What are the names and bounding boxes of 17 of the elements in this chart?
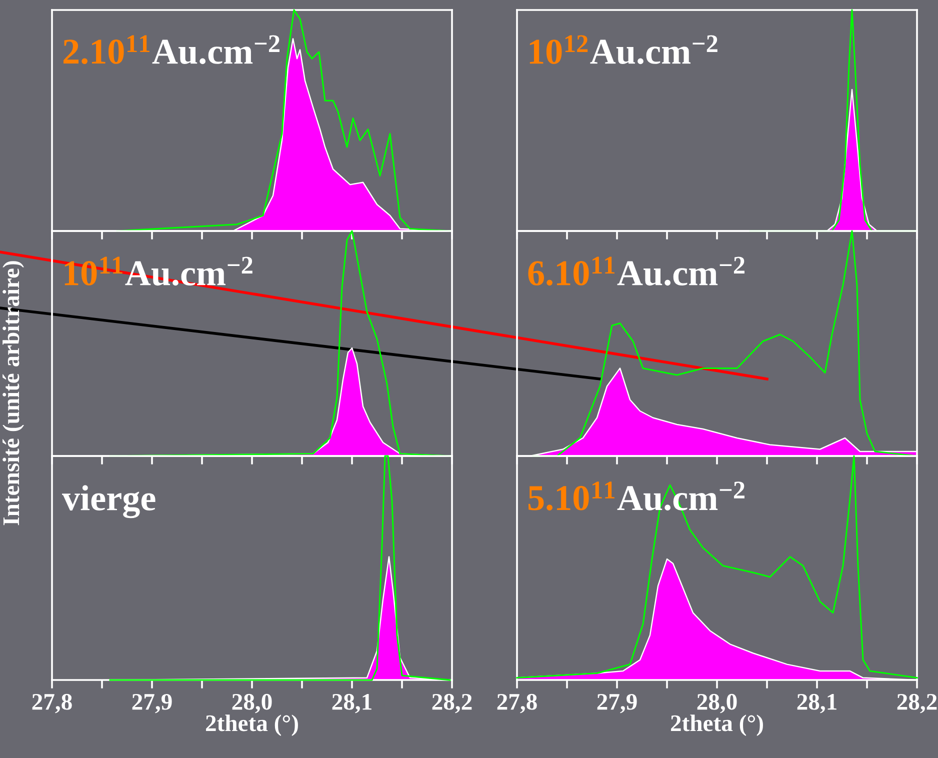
text: vierge bbox=[62, 485, 156, 518]
x-tick-label: 28,0 bbox=[232, 694, 272, 714]
x-axis-title: 2theta (°) bbox=[206, 714, 298, 736]
x-tick-label: 27,8 bbox=[32, 694, 72, 714]
x-tick-label: 28,2 bbox=[897, 694, 937, 714]
x-tick-label: 28,0 bbox=[697, 694, 737, 714]
y-axis-title: Intensité (unité arbitraire) bbox=[2, 261, 24, 526]
x-tick-label: 27,9 bbox=[132, 694, 172, 714]
x-tick-label: 27,9 bbox=[597, 694, 637, 714]
text: 6.10$^{11}$Au.cm$^{−2}$ bbox=[528, 256, 744, 286]
x-tick-label: 27,8 bbox=[497, 694, 537, 714]
x-tick-label: 28,1 bbox=[332, 694, 372, 714]
x-axis-title: 2theta (°) bbox=[670, 714, 763, 736]
x-tick-label: 28,2 bbox=[432, 694, 472, 714]
text: 2.10$^{11}$Au.cm$^{−2}$ bbox=[64, 35, 280, 64]
x-tick-label: 28,1 bbox=[797, 694, 836, 714]
text: 10$^{12}$Au.cm$^{−2}$ bbox=[530, 35, 718, 64]
